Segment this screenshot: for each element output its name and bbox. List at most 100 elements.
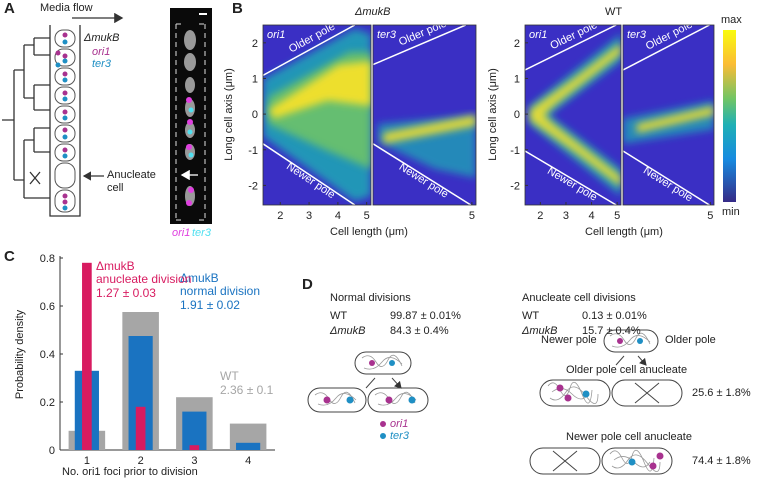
legend-ter3: ter3 [390,430,409,442]
growth-channel [49,12,124,217]
heatmap-density [529,43,621,187]
row-label: ΔmukB [330,325,366,337]
panel-label: C [4,248,15,265]
map-label: ori1 [267,29,285,41]
y-tick-label: -2 [248,180,258,192]
series-annotation: 2.36 ± 0.1 [220,383,274,397]
media-flow-label: Media flow [40,2,93,14]
outcome-title: Newer pole cell anucleate [566,431,692,443]
map-frame [262,24,372,206]
y-tick-label: 2 [514,38,520,50]
x-tick-label: 5 [614,210,620,222]
row-label: ΔmukB [522,325,558,337]
outcome-title: Older pole cell anucleate [566,364,688,376]
outcome-value: 25.6 ± 1.8% [692,387,751,399]
map-label: ter3 [627,29,647,41]
micrograph-ori1: ori1 [172,227,191,239]
y-tick-label: 0.4 [40,349,55,361]
x-axis-label: Cell length (μm) [330,226,408,238]
x-axis-label: No. ori1 foci prior to division [62,466,198,478]
x-tick-label: 2 [138,455,144,467]
section-title: Normal divisions [330,292,411,304]
y-axis-label: Probability density [14,309,27,400]
heatmap-background [373,25,476,205]
x-tick-label: 2 [277,210,283,222]
pole-boundary [623,150,710,205]
pole-boundary [263,25,356,77]
strain-title: WT [605,6,623,18]
legend-ori1: ori1 [390,418,409,430]
row-value: 0.13 ± 0.01% [582,310,647,322]
y-tick-label: 0.8 [40,253,55,265]
row-label: WT [330,310,348,322]
x-tick-label: 5 [364,210,370,222]
pole-boundary [373,143,472,205]
y-tick-label: -2 [510,180,520,192]
y-tick-label: 2 [252,38,258,50]
y-tick-label: 1 [252,73,258,85]
colorbar [723,30,736,202]
newer-pole-label: Newer pole [541,334,597,346]
map-label: ter3 [377,29,397,41]
y-tick-label: 0.6 [40,301,55,313]
y-tick-label: -1 [248,145,258,157]
y-tick-label: 1 [514,73,520,85]
pole-boundary [623,25,710,71]
series-name: WT [220,369,239,383]
x-tick-label: 3 [191,455,197,467]
legend-ori1: ori1 [92,46,111,58]
colorbar-max: max [721,14,742,26]
micrograph [170,8,212,224]
lineage-tree [2,37,50,199]
row-label: WT [522,310,540,322]
section-title: Anucleate cell divisions [522,292,636,304]
map-frame [622,24,715,206]
pole-boundary [263,143,356,205]
x-tick-label: 1 [84,455,90,467]
series-name: ΔmukB normal division [180,271,261,298]
row-value: 84.3 ± 0.4% [390,325,449,337]
heatmap-density [383,115,476,144]
x-tick-label: 4 [335,210,341,222]
micrograph-ter3: ter3 [192,227,211,239]
y-tick-label: 0 [49,445,55,457]
series-annotation: 1.91 ± 0.02 [180,298,240,312]
colorbar-min: min [722,206,740,218]
panel-label: B [232,0,243,17]
legend-ter3: ter3 [92,58,111,70]
series-name: ΔmukB anucleate division [96,259,192,286]
x-tick-label: 3 [563,210,569,222]
heatmap-density [636,106,714,133]
outcome-value: 74.4 ± 1.8% [692,455,751,467]
map-frame [524,24,622,206]
y-tick-label: -1 [510,145,520,157]
pole-boundary [525,25,617,71]
panel-label: A [4,0,15,17]
map-label: ori1 [529,29,547,41]
heatmap-density [268,61,371,119]
x-axis-label: Cell length (μm) [585,226,663,238]
pole-boundary [525,150,617,205]
y-tick-label: 0 [514,109,520,121]
map-frame [372,24,477,206]
y-tick-label: 0.2 [40,397,55,409]
panel-label: D [302,276,313,293]
y-axis-label: Long cell axis (μm) [222,68,235,161]
bar [189,445,200,450]
strain-title: ΔmukB [355,6,391,18]
x-tick-label: 4 [588,210,594,222]
division-diagrams [55,50,683,475]
older-pole-label: Older pole [665,334,716,346]
row-value: 15.7 ± 0.4% [582,325,641,337]
y-tick-label: 0 [252,109,258,121]
x-tick-label: 5 [469,210,475,222]
bar [82,262,92,450]
x-tick-label: 3 [306,210,312,222]
series-annotation: 1.27 ± 0.03 [96,286,156,300]
anucleate-label: Anucleate cell [107,169,156,194]
